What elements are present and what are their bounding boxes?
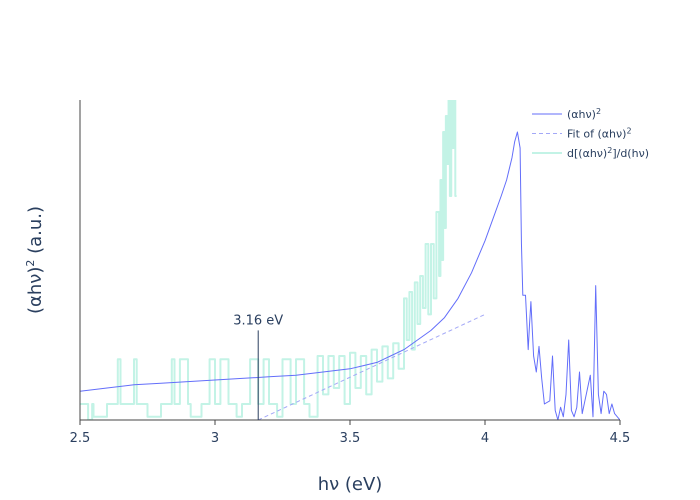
x-tick-label: 4.5 xyxy=(610,431,631,446)
legend-label-superscript: 2 xyxy=(626,127,631,136)
legend-label-fit: Fit of (αhν)2 xyxy=(567,127,632,141)
y-axis-title: (αhν)2 (a.u.) xyxy=(24,206,46,314)
legend-label-derivative: d[(αhν)2]/d(hν) xyxy=(567,146,649,160)
y-axis-title-superscript: 2 xyxy=(24,260,37,267)
y-axis-title-base: (αhν) xyxy=(25,267,46,314)
x-tick-label: 2.5 xyxy=(70,431,91,446)
series-line-absorption xyxy=(80,131,620,420)
legend-label-base: (αhν) xyxy=(567,108,596,121)
band-gap-label: 3.16 eV xyxy=(233,313,283,328)
x-tick-label: 3.5 xyxy=(340,431,361,446)
band-gap-annotation: 3.16 eV xyxy=(233,313,283,420)
legend-label-superscript: 2 xyxy=(607,146,612,155)
x-axis-ticks: 2.5 3 3.5 4 4.5 xyxy=(70,420,631,446)
y-axis-title-unit: (a.u.) xyxy=(25,206,46,260)
legend-label-suffix: ]/d(hν) xyxy=(612,147,649,160)
x-tick-label: 4 xyxy=(481,431,489,446)
x-tick-label: 3 xyxy=(211,431,219,446)
legend-label-superscript: 2 xyxy=(596,107,601,116)
legend-label-base: Fit of (αhν) xyxy=(567,128,626,141)
legend-label-base: d[(αhν) xyxy=(567,147,607,160)
legend-label-absorption: (αhν)2 xyxy=(567,107,601,121)
plot-area xyxy=(80,100,620,420)
series-line-derivative xyxy=(80,100,457,420)
x-axis-title: hν (eV) xyxy=(318,474,383,495)
